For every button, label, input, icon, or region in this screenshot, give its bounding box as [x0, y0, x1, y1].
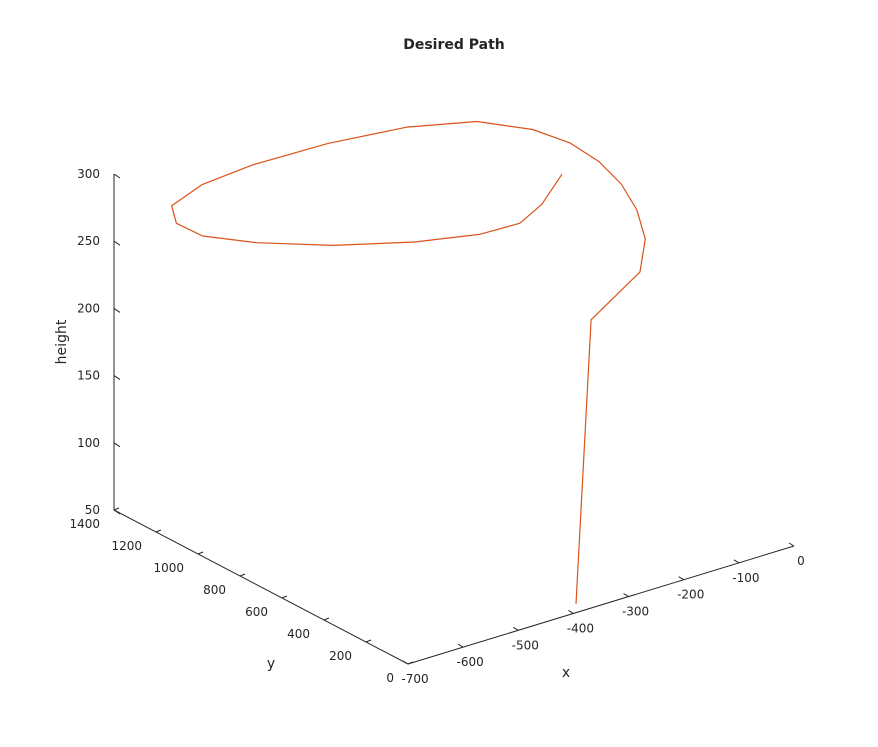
y-tick-label: 600 [245, 605, 268, 619]
x-tick [623, 593, 629, 598]
y-tick-label: 400 [287, 627, 310, 641]
z-tick [113, 509, 121, 515]
z-tick-label: 150 [77, 369, 100, 383]
y-tick [407, 661, 414, 665]
x-tick-label: -600 [457, 655, 484, 669]
x-tick [513, 626, 519, 631]
z-tick-label: 250 [77, 234, 100, 248]
y-tick [323, 617, 330, 621]
y-tick-label: 1000 [153, 561, 184, 575]
y-tick-label: 0 [386, 671, 394, 685]
z-tick [113, 240, 121, 246]
y-tick [281, 595, 288, 599]
z-tick [113, 173, 121, 179]
z-tick [113, 442, 121, 448]
y-tick-label: 1200 [111, 539, 142, 553]
y-axis-line [113, 509, 409, 665]
x-axis-line [407, 545, 795, 665]
path-line [171, 120, 646, 604]
x-tick [733, 559, 740, 564]
x-tick [568, 609, 574, 614]
z-tick [113, 375, 121, 381]
x-tick-label: -100 [732, 571, 759, 585]
z-tick [113, 307, 121, 313]
x-tick-label: -200 [677, 588, 704, 602]
y-tick [239, 573, 246, 577]
x-tick [678, 576, 684, 581]
y-tick-label: 200 [329, 649, 352, 663]
x-tick [457, 643, 464, 648]
y-axis-label: y [267, 656, 275, 672]
x-axis-label: x [562, 665, 570, 681]
x-tick-label: -400 [567, 621, 594, 635]
y-tick-label: 1400 [69, 517, 100, 531]
x-tick [788, 542, 795, 547]
x-tick-label: -700 [401, 672, 428, 686]
x-tick [402, 660, 409, 665]
y-tick [365, 639, 372, 643]
z-axis-label: height [54, 319, 70, 364]
z-tick-label: 300 [77, 167, 100, 181]
x-tick-label: -500 [512, 638, 539, 652]
y-tick [197, 551, 204, 555]
x-tick-label: 0 [797, 554, 805, 568]
chart-title: Desired Path [403, 37, 505, 53]
z-tick-label: 200 [77, 301, 100, 315]
plot-series [171, 120, 646, 604]
z-tick-label: 100 [77, 436, 100, 450]
y-tick-label: 800 [203, 583, 226, 597]
y-tick [155, 529, 162, 533]
y-tick [113, 507, 120, 511]
z-tick-label: 50 [85, 503, 100, 517]
x-tick-label: -300 [622, 605, 649, 619]
plot-axes: -700 -600 -500 -400 -300 -200 -100 0 0 200 400 600 8… [69, 167, 804, 686]
